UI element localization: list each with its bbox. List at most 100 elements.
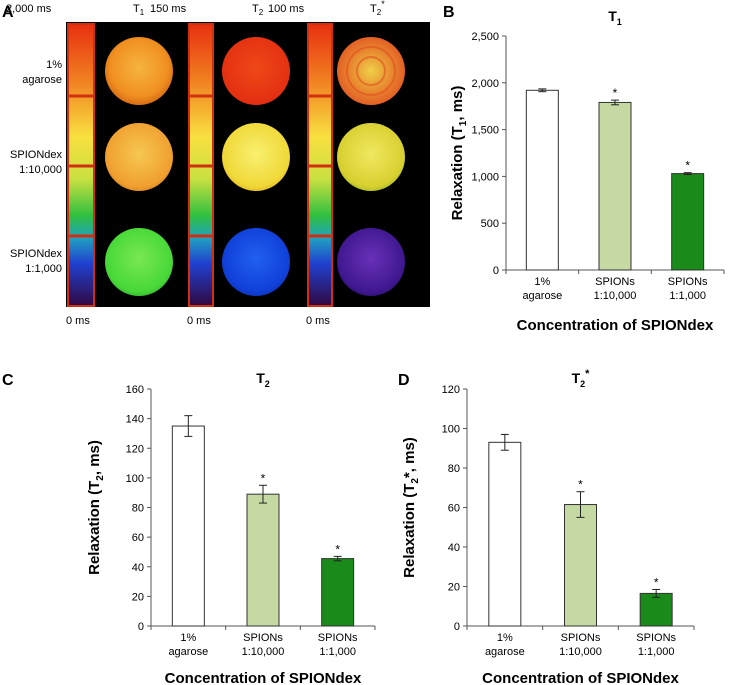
bar [598, 101, 632, 271]
chart-title: T2 [256, 370, 270, 389]
y-axis-label-main: Relaxation (T [86, 481, 103, 575]
mri-sample-t1-agarose [105, 37, 173, 105]
category-label: 1:1,000 [319, 646, 356, 658]
chart-title: T2* [572, 368, 591, 389]
y-tick-label: 100 [126, 473, 144, 485]
significance-marker: * [654, 575, 659, 589]
y-axis-label: Relaxation (T2, ms) [86, 440, 106, 575]
y-tick-label: 20 [132, 591, 144, 603]
category-label: 1:10,000 [559, 646, 602, 658]
category-label: 1:1,000 [669, 290, 706, 302]
chart-title-main: T [572, 370, 581, 386]
bar [171, 425, 205, 627]
column-header-t2: T2 [252, 3, 264, 17]
bar [246, 493, 280, 627]
y-tick-label: 140 [126, 414, 144, 426]
mri-sample-t2-agarose [222, 37, 290, 105]
bar [525, 89, 559, 271]
mri-sample-t2star-spiondex-10000 [337, 123, 405, 191]
y-tick-label: 80 [448, 463, 460, 475]
chart-title-main: T [256, 370, 265, 386]
scale-bar-t2 [188, 23, 214, 307]
scale-bottom-label-t2star: 0 ms [306, 315, 330, 327]
category-label: 1% [497, 632, 513, 644]
category-label: SPIONs [318, 632, 358, 644]
category-label: SPIONs [561, 632, 601, 644]
y-axis-label-tail: , ms) [449, 86, 466, 121]
category-label: agarose [168, 646, 208, 658]
bar [321, 558, 355, 627]
mri-sample-t2-spiondex-1000 [222, 228, 290, 296]
y-tick-label: 160 [126, 384, 144, 396]
category-label: agarose [485, 646, 525, 658]
significance-marker: * [613, 86, 618, 100]
y-tick-label: 60 [448, 503, 460, 515]
x-axis-label: Concentration of SPIONdex [482, 670, 679, 685]
row-label-spiondex-10000: SPIONdex 1:10,000 [10, 149, 62, 176]
y-axis-label-main: Relaxation (T [449, 126, 466, 220]
category-label: SPIONs [636, 632, 676, 644]
bar [488, 441, 522, 627]
y-tick-label: 1,500 [471, 125, 499, 137]
mri-sample-t1-spiondex-1000 [105, 228, 173, 296]
mri-sample-t2star-spiondex-1000 [337, 228, 405, 296]
svg-text:SPIONdex: SPIONdex [10, 248, 62, 260]
panel-letter: B [443, 4, 455, 21]
column-header-t2star: T2* [370, 0, 385, 17]
scale-bar-t2star [307, 23, 333, 307]
svg-text:1:10,000: 1:10,000 [19, 164, 62, 176]
y-tick-label: 40 [132, 562, 144, 574]
panel-letter: C [2, 372, 14, 389]
category-label: SPIONs [243, 632, 283, 644]
category-label: 1:10,000 [242, 646, 285, 658]
y-axis-label-tail: , ms) [86, 440, 103, 475]
chart-title-main: T [608, 8, 617, 24]
y-axis-label-main: Relaxation (T [401, 484, 418, 578]
significance-marker: * [335, 542, 340, 556]
y-tick-label: 20 [448, 582, 460, 594]
y-axis-label-subscript: 2 [410, 478, 421, 484]
chart-title-subscript: 1 [617, 17, 622, 27]
significance-marker: * [685, 159, 690, 173]
y-axis-label-subscript: 1 [458, 120, 469, 126]
row-label-agarose: 1% agarose [22, 59, 62, 86]
y-tick-label: 0 [493, 265, 499, 277]
panel-letter-a: A [2, 4, 14, 21]
category-label: 1:10,000 [594, 290, 637, 302]
category-label: SPIONs [668, 276, 708, 288]
x-axis-label: Concentration of SPIONdex [517, 317, 714, 334]
category-label: 1% [534, 276, 550, 288]
category-label: 1% [180, 632, 196, 644]
mri-artifact-ring [346, 46, 396, 96]
column-header-t1: T1 [133, 3, 145, 17]
y-tick-label: 120 [442, 384, 460, 396]
significance-marker: * [578, 478, 583, 492]
y-tick-label: 100 [442, 424, 460, 436]
chart-title-subscript: 2 [265, 379, 270, 389]
y-tick-label: 0 [138, 621, 144, 633]
y-tick-label: 40 [448, 542, 460, 554]
scale-top-label-t2: 150 ms [150, 3, 187, 15]
bar [671, 173, 705, 271]
panel-letter: D [398, 372, 410, 389]
scale-bottom-label-t2: 0 ms [187, 315, 211, 327]
svg-text:SPIONdex: SPIONdex [10, 149, 62, 161]
category-label: 1:1,000 [638, 646, 675, 658]
y-tick-label: 1,000 [471, 171, 499, 183]
mri-sample-t1-spiondex-10000 [105, 123, 173, 191]
y-tick-label: 60 [132, 532, 144, 544]
y-axis-label: Relaxation (T2*, ms) [401, 437, 421, 578]
y-tick-label: 80 [132, 503, 144, 515]
y-tick-label: 500 [481, 218, 499, 230]
row-label-spiondex-1000: SPIONdex 1:1,000 [10, 248, 62, 275]
category-label: agarose [522, 290, 562, 302]
x-axis-label: Concentration of SPIONdex [165, 670, 362, 685]
bar [639, 592, 673, 627]
mri-artifact-ring [356, 56, 386, 86]
y-tick-label: 120 [126, 443, 144, 455]
y-axis-label-subscript: 2 [95, 475, 106, 481]
